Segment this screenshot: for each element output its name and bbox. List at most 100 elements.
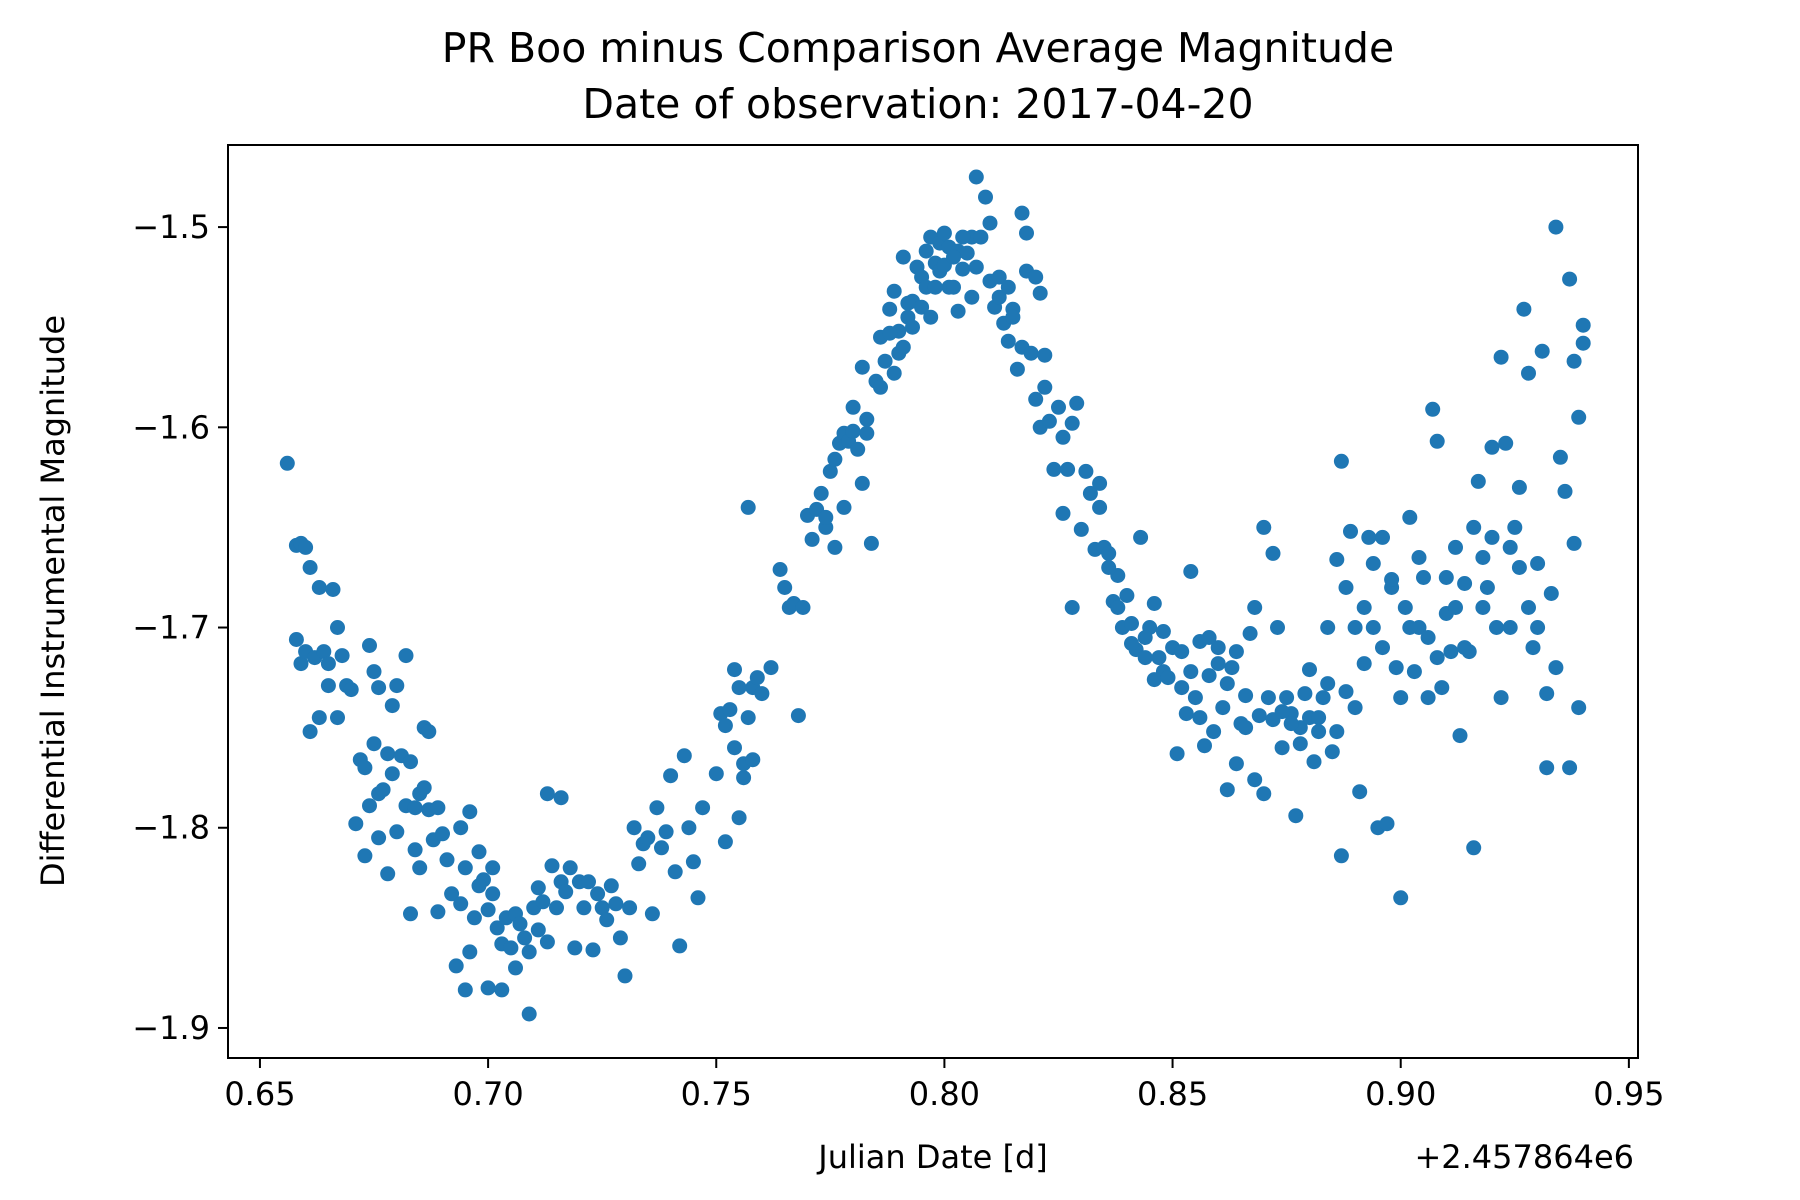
data-point <box>1000 333 1016 349</box>
data-point <box>1078 463 1094 479</box>
data-point <box>1037 379 1053 395</box>
data-point <box>407 842 423 858</box>
data-point <box>1384 572 1400 587</box>
data-point <box>576 900 592 916</box>
data-point <box>1124 616 1139 631</box>
data-point <box>1000 279 1016 295</box>
x-tick-label: 0.90 <box>1365 1075 1436 1113</box>
data-point <box>444 886 460 902</box>
data-point <box>558 884 574 900</box>
data-point <box>1452 728 1468 744</box>
data-point <box>1292 736 1308 752</box>
data-point <box>1320 620 1336 635</box>
data-point <box>918 243 934 259</box>
data-point <box>1174 644 1190 660</box>
data-point <box>612 930 628 946</box>
data-point <box>1019 225 1034 241</box>
data-point <box>955 261 971 277</box>
data-point <box>462 804 478 820</box>
data-point <box>886 365 902 381</box>
data-point <box>1009 361 1025 377</box>
data-point <box>1493 690 1509 706</box>
data-point <box>389 824 405 840</box>
data-point <box>599 912 615 928</box>
data-point <box>676 748 692 764</box>
data-point <box>1443 644 1459 660</box>
data-point <box>927 279 943 295</box>
data-point <box>603 878 619 894</box>
data-point <box>1502 539 1518 555</box>
data-point <box>311 580 327 595</box>
data-point <box>539 786 555 802</box>
y-tick-label: −1.9 <box>132 1009 210 1047</box>
data-point <box>1539 760 1555 776</box>
data-point <box>1511 560 1527 575</box>
data-point <box>1265 545 1281 561</box>
x-tick-label: 0.65 <box>224 1075 295 1113</box>
data-point <box>371 680 387 696</box>
data-point <box>462 944 478 960</box>
data-point <box>1429 433 1445 449</box>
data-point <box>1110 600 1126 615</box>
data-point <box>923 309 939 325</box>
data-point <box>1365 556 1381 571</box>
data-point <box>562 860 578 876</box>
data-point <box>1393 690 1409 706</box>
data-point <box>1493 349 1509 365</box>
data-point <box>362 638 377 653</box>
data-point <box>1411 550 1427 565</box>
data-point <box>654 840 669 856</box>
data-point <box>1575 317 1591 333</box>
data-point <box>845 423 861 439</box>
data-point <box>804 531 820 547</box>
data-point <box>1297 686 1313 702</box>
data-point <box>362 798 377 814</box>
data-point <box>334 648 350 664</box>
data-point <box>1530 556 1546 571</box>
data-point <box>1224 660 1240 676</box>
data-point <box>740 710 756 726</box>
x-axis-label: Julian Date [d] <box>816 1138 1048 1176</box>
data-point <box>731 810 747 826</box>
data-point <box>357 760 373 776</box>
data-point <box>1051 399 1066 415</box>
data-point <box>544 858 560 874</box>
data-point <box>813 485 829 501</box>
data-point <box>398 648 414 664</box>
data-point <box>316 644 332 660</box>
y-axis-label: Differential Instrumental Magnitude <box>34 315 72 887</box>
data-point <box>1124 636 1139 651</box>
data-point <box>320 678 336 694</box>
data-point <box>685 854 701 870</box>
data-point <box>1242 626 1258 641</box>
data-point <box>914 299 930 315</box>
data-point <box>763 660 779 676</box>
data-point <box>617 968 633 984</box>
data-point <box>1069 395 1085 411</box>
data-point <box>1507 519 1523 535</box>
y-tick-label: −1.6 <box>132 408 210 446</box>
data-point <box>1082 485 1098 501</box>
data-point <box>777 580 793 595</box>
data-point <box>407 800 423 816</box>
data-point <box>585 942 601 958</box>
data-point <box>1571 409 1587 425</box>
data-point <box>485 860 501 876</box>
data-point <box>1420 630 1436 645</box>
data-point <box>380 746 396 762</box>
data-point <box>1416 570 1431 585</box>
data-point <box>845 399 861 415</box>
data-point <box>1315 690 1331 706</box>
data-point <box>973 229 989 245</box>
data-point <box>822 463 838 479</box>
data-point <box>827 451 843 467</box>
data-point <box>663 768 679 784</box>
data-point <box>1575 335 1591 351</box>
data-point <box>1438 570 1454 585</box>
data-point <box>1311 710 1327 726</box>
data-point <box>873 379 888 395</box>
data-point <box>567 940 583 956</box>
data-point <box>1375 529 1390 545</box>
data-point <box>1521 365 1536 381</box>
x-tick-label: 0.70 <box>452 1075 523 1113</box>
